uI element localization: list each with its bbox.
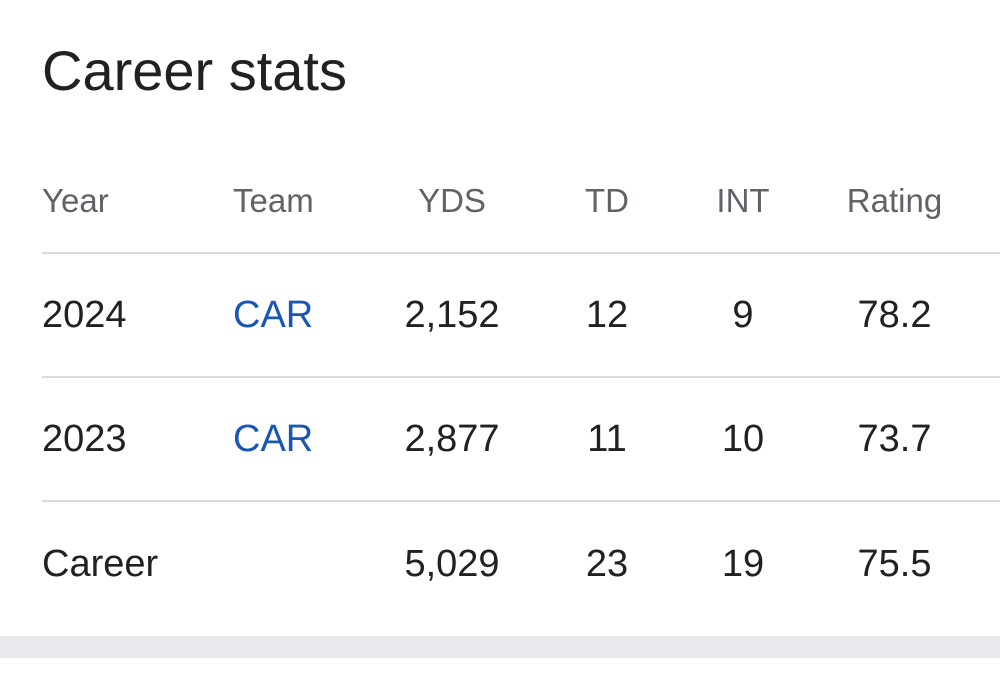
table-row: 2023 CAR 2,877 11 10 73.7	[42, 378, 1000, 502]
section-title: Career stats	[42, 39, 347, 102]
career-total-row: Career 5,029 23 19 75.5	[42, 502, 1000, 626]
career-stats-card: Career stats Year Team YDS TD INT Rating…	[42, 39, 1000, 626]
rating-cell: 73.7	[857, 417, 932, 460]
int-cell: 9	[732, 293, 754, 336]
column-header-td: TD	[585, 182, 629, 219]
yds-cell: 2,877	[404, 417, 500, 460]
column-header-int: INT	[716, 182, 770, 219]
column-header-rating: Rating	[846, 182, 943, 219]
career-stats-table: Year Team YDS TD INT Rating 2024 CAR 2,1…	[42, 150, 1000, 626]
year-cell: 2024	[42, 293, 127, 336]
table-row: 2024 CAR 2,152 12 9 78.2	[42, 254, 1000, 378]
column-header-team: Team	[233, 182, 314, 219]
career-yds-cell: 5,029	[404, 542, 500, 585]
team-link[interactable]: CAR	[233, 417, 314, 460]
td-cell: 12	[585, 293, 629, 336]
td-cell: 11	[587, 417, 627, 460]
career-td-cell: 23	[585, 542, 629, 585]
column-header-yds: YDS	[418, 182, 486, 219]
table-header-row: Year Team YDS TD INT Rating	[42, 150, 1000, 254]
career-rating-cell: 75.5	[857, 542, 932, 585]
column-header-year: Year	[42, 182, 109, 219]
team-link[interactable]: CAR	[233, 293, 314, 336]
section-divider-bar	[0, 636, 1000, 658]
year-cell: 2023	[42, 417, 127, 460]
career-label: Career	[42, 542, 159, 585]
yds-cell: 2,152	[404, 293, 500, 336]
career-int-cell: 19	[721, 542, 765, 585]
rating-cell: 78.2	[857, 293, 932, 336]
int-cell: 10	[721, 417, 765, 460]
